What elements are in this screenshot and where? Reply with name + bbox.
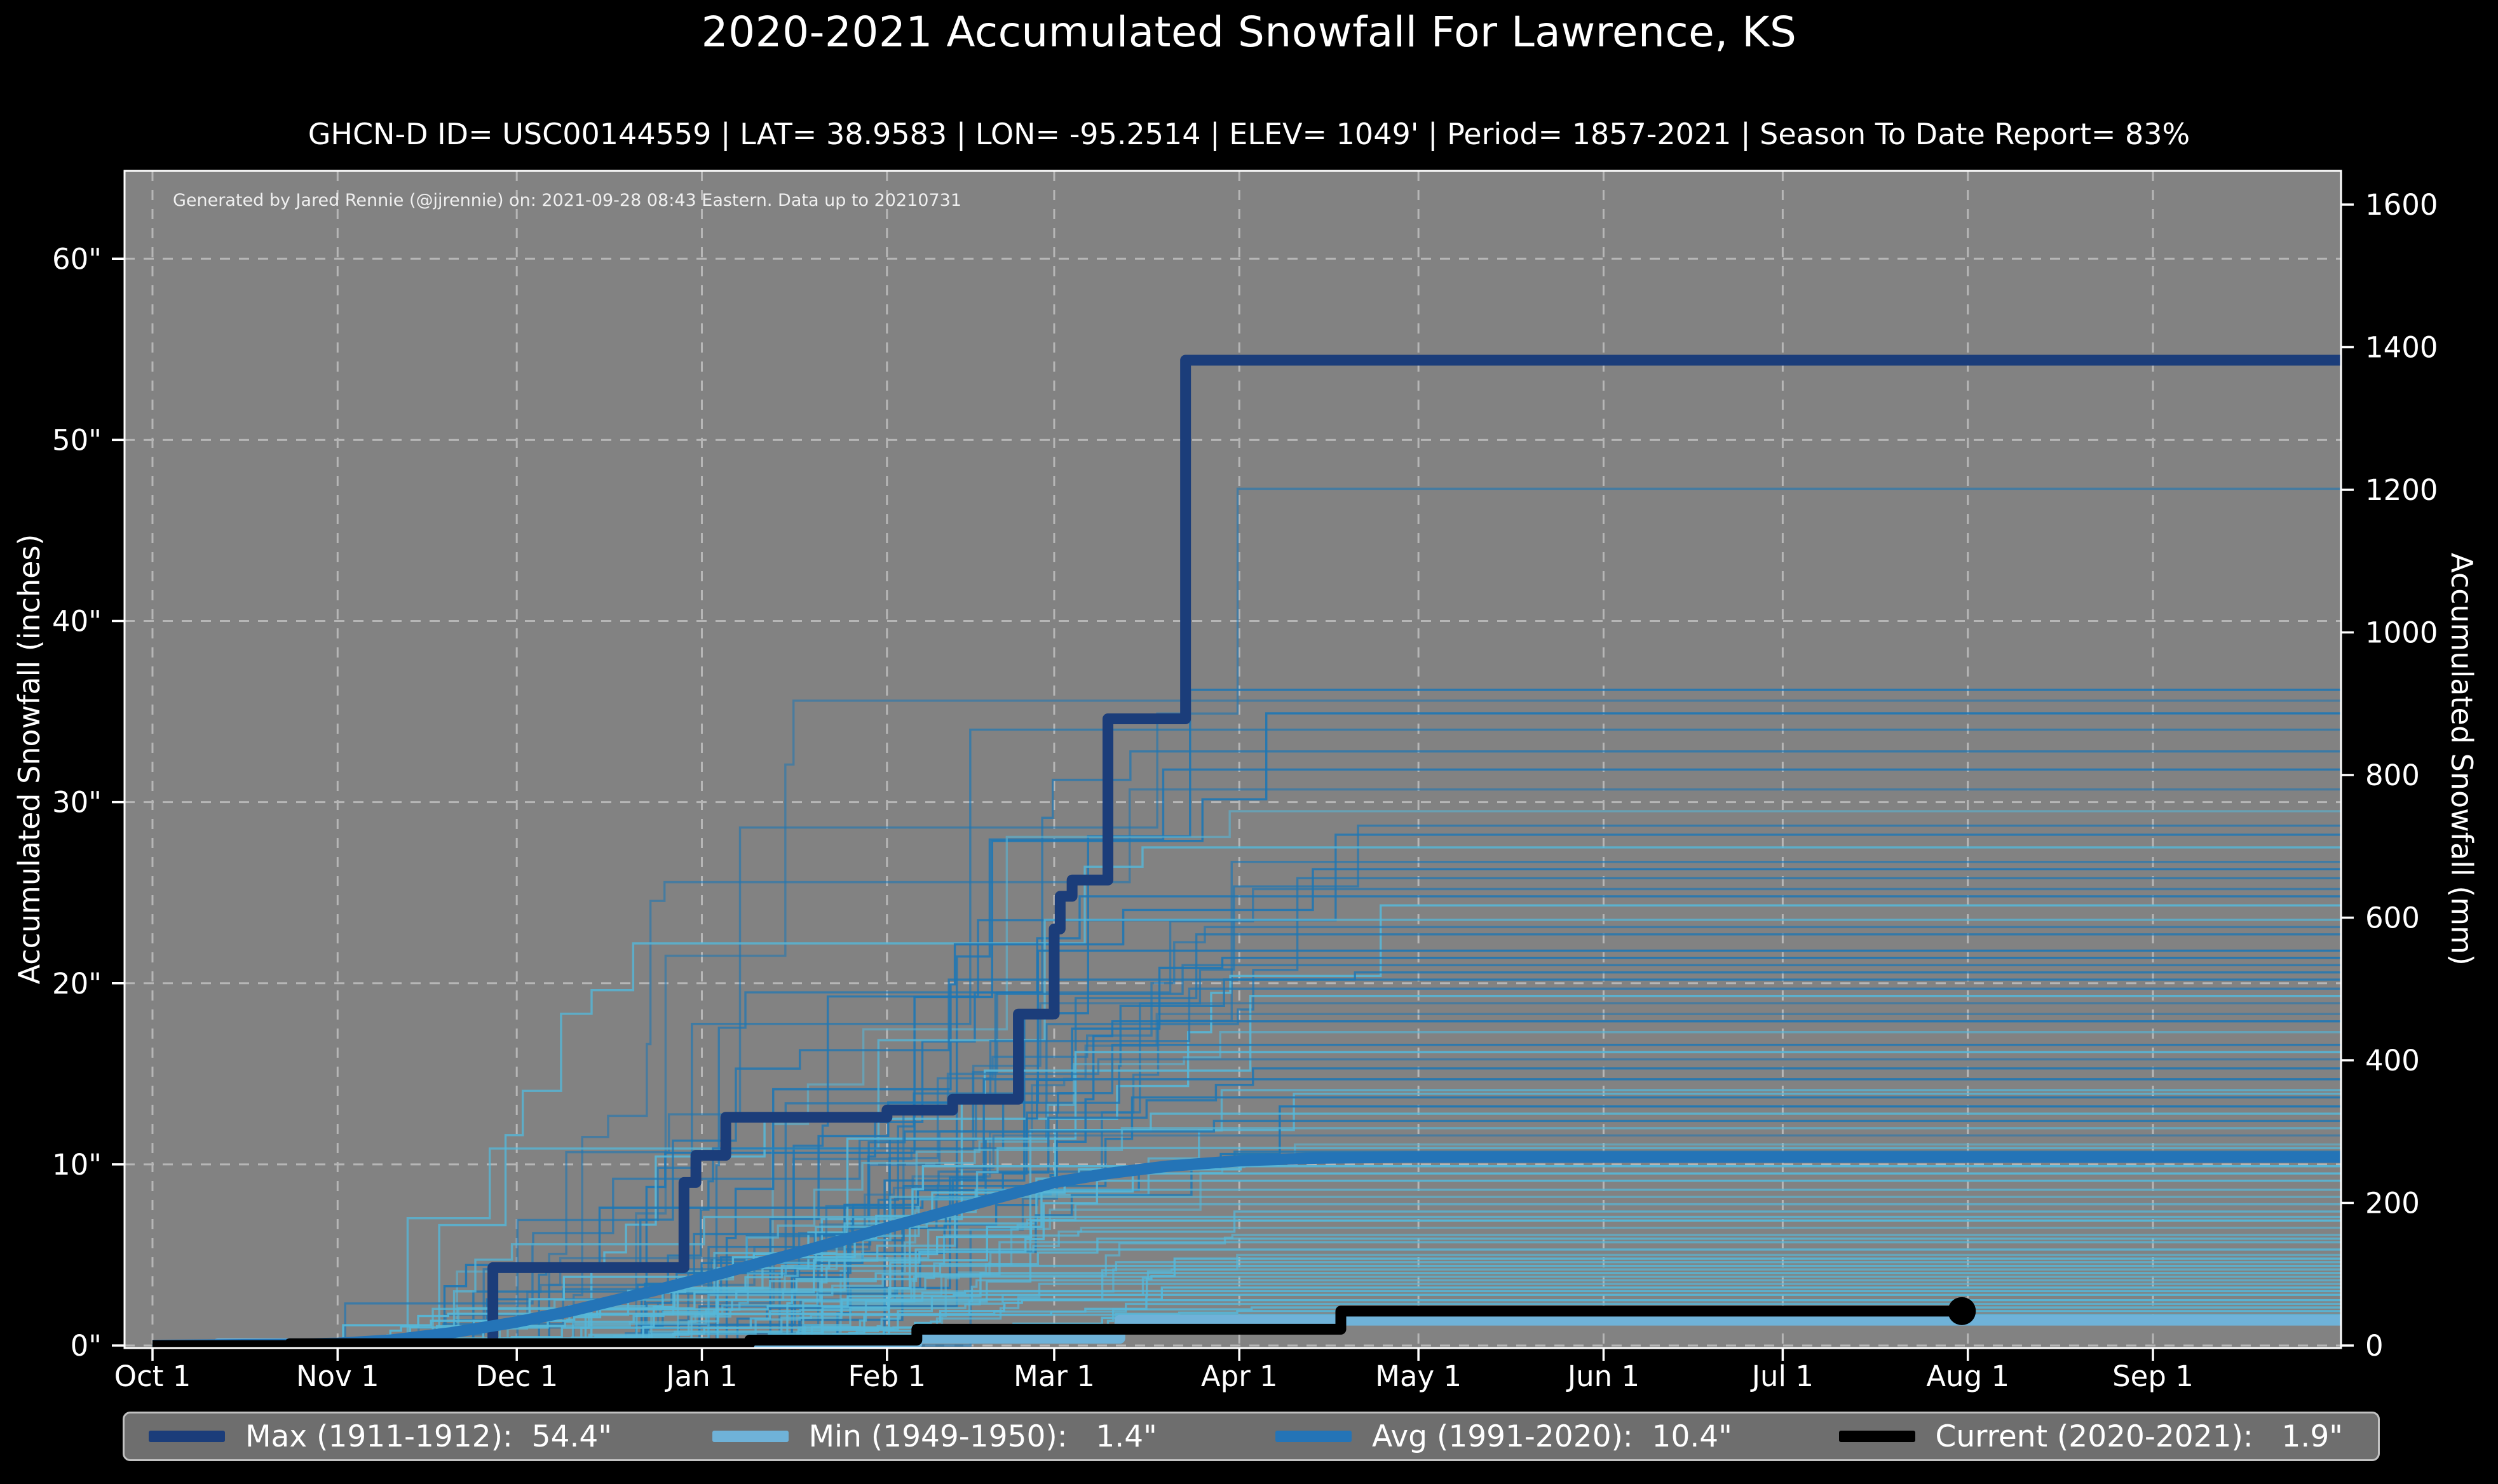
y-tick-label-mm: 800 (2365, 759, 2420, 792)
background-season-line (152, 1196, 2341, 1347)
x-tick-label: Mar 1 (1014, 1359, 1095, 1393)
x-tick-label: Jul 1 (1750, 1359, 1814, 1393)
y-tick-label-mm: 600 (2365, 901, 2420, 934)
y-tick-label-mm: 1600 (2365, 188, 2438, 222)
background-season-line (152, 1172, 2341, 1347)
y-tick-label-mm: 400 (2365, 1044, 2420, 1077)
x-tick-label: Apr 1 (1201, 1359, 1278, 1393)
background-season-line (152, 1215, 2341, 1347)
x-tick-label: May 1 (1375, 1359, 1462, 1393)
background-season-line (152, 1127, 2341, 1347)
background-season-line (152, 699, 2341, 1347)
y-tick-label-inches: 20" (52, 967, 102, 1001)
background-season-line (152, 1119, 2341, 1347)
y-tick-label-mm: 0 (2365, 1329, 2384, 1363)
x-tick-label: Oct 1 (114, 1359, 191, 1393)
x-tick-label: Sep 1 (2112, 1359, 2194, 1393)
tick-labels: Oct 1 Nov 1 Dec 1 Jan 1 Feb 1 Mar 1 Apr 1 May 1… (52, 188, 2438, 1393)
plot-background (125, 171, 2341, 1348)
y-tick-label-mm: 200 (2365, 1187, 2420, 1220)
legend-swatch-max-line (149, 1431, 225, 1442)
x-tick-label: Nov 1 (296, 1359, 379, 1393)
y-tick-label-inches: 60" (52, 242, 102, 276)
plot-border (123, 170, 2342, 1349)
y-tick-label-mm: 1000 (2365, 616, 2438, 649)
attribution-note: Generated by Jared Rennie (@jjrennie) on… (173, 191, 962, 210)
series-line-max (152, 354, 2341, 1348)
legend-label-current: Current (2020-2021): 1.9" (1935, 1419, 2343, 1454)
background-season-line (152, 1002, 2341, 1347)
y-tick-label-inches: 0" (71, 1329, 102, 1363)
background-season-line (152, 750, 2341, 1347)
x-tick-label: Jun 1 (1566, 1359, 1639, 1393)
background-season-line (152, 1238, 2341, 1347)
background-season-line (152, 1092, 2341, 1347)
legend-item-avg: Avg (1991-2020): 10.4" (1251, 1419, 1815, 1454)
legend-label-avg: Avg (1991-2020): 10.4" (1372, 1419, 1732, 1454)
y-tick-label-mm: 1400 (2365, 330, 2438, 364)
background-season-line (152, 846, 2341, 1347)
legend-swatch-current-line (1838, 1431, 1915, 1442)
x-tick-label: Feb 1 (848, 1359, 927, 1393)
chart-subtitle: GHCN-D ID= USC00144559 | LAT= 38.9583 | … (308, 117, 2190, 151)
plot-area (152, 354, 2341, 1348)
y-axis-label-mm: Accumulated Snowfall (mm) (2445, 553, 2479, 966)
x-tick-label: Dec 1 (475, 1359, 558, 1393)
legend-item-min: Min (1949-1950): 1.4" (688, 1419, 1252, 1454)
y-axis-label-inches: Accumulated Snowfall (inches) (12, 534, 46, 985)
legend-swatch-min-line (712, 1431, 789, 1442)
x-tick-label: Aug 1 (1926, 1359, 2009, 1393)
y-tick-label-inches: 40" (52, 605, 102, 638)
series-line-current (152, 1305, 1962, 1348)
x-tick-label: Jan 1 (664, 1359, 737, 1393)
background-season-line (152, 768, 2341, 1347)
y-tick-label-inches: 10" (52, 1148, 102, 1182)
background-season-lines (152, 487, 2341, 1347)
background-season-line (152, 728, 2341, 1347)
background-season-line (152, 978, 2341, 1347)
legend-label-min: Min (1949-1950): 1.4" (808, 1419, 1157, 1454)
legend-item-current: Current (2020-2021): 1.9" (1815, 1419, 2379, 1454)
tick-marks (112, 203, 2354, 1361)
background-season-line (152, 788, 2341, 1347)
current-season-end-marker (1948, 1297, 1976, 1325)
legend-item-max: Max (1911-1912): 54.4" (125, 1419, 688, 1454)
series-line-avg (152, 1151, 2341, 1348)
y-tick-label-mm: 1200 (2365, 473, 2438, 507)
chart-title: 2020-2021 Accumulated Snowfall For Lawre… (701, 8, 1797, 57)
legend-label-max: Max (1911-1912): 54.4" (245, 1419, 612, 1454)
background-season-line (152, 1248, 2341, 1347)
background-season-line (152, 487, 2341, 1347)
background-season-line (152, 1203, 2341, 1347)
background-season-line (152, 1112, 2341, 1347)
background-season-line (152, 868, 2341, 1347)
legend-swatch-avg-line (1275, 1431, 1352, 1442)
y-tick-label-inches: 50" (52, 423, 102, 457)
legend: Max (1911-1912): 54.4" Min (1949-1950): … (123, 1412, 2380, 1461)
y-tick-label-inches: 30" (52, 786, 102, 820)
